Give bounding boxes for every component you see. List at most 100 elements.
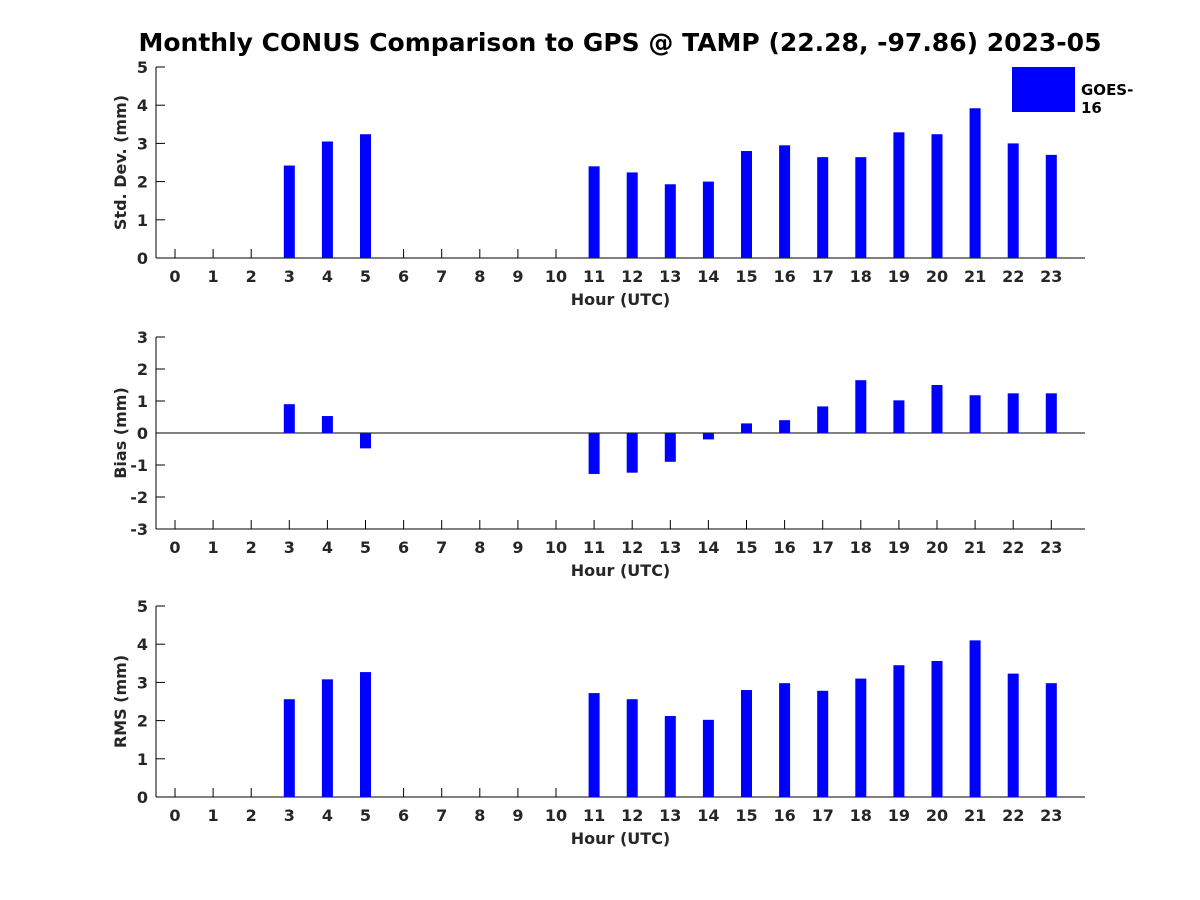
bar bbox=[817, 406, 829, 433]
y-tick-label: 1 bbox=[137, 392, 148, 411]
bar bbox=[1007, 393, 1019, 433]
x-tick-label: 9 bbox=[512, 538, 523, 557]
x-tick-label: 2 bbox=[246, 806, 257, 825]
x-tick-label: 22 bbox=[1002, 806, 1024, 825]
x-tick-label: 18 bbox=[850, 806, 872, 825]
bar bbox=[321, 679, 333, 797]
y-tick-label: 2 bbox=[137, 173, 148, 192]
y-tick-label: 0 bbox=[137, 424, 148, 443]
x-tick-label: 13 bbox=[659, 267, 681, 286]
x-tick-label: 4 bbox=[322, 267, 333, 286]
bar bbox=[779, 683, 791, 797]
x-tick-label: 11 bbox=[583, 267, 605, 286]
x-tick-label: 7 bbox=[436, 806, 447, 825]
y-tick-label: 4 bbox=[137, 635, 148, 654]
x-tick-label: 5 bbox=[360, 538, 371, 557]
x-tick-label: 1 bbox=[208, 267, 219, 286]
x-tick-label: 6 bbox=[398, 538, 409, 557]
bar bbox=[360, 433, 371, 449]
x-tick-label: 10 bbox=[545, 267, 567, 286]
y-tick-label: 4 bbox=[137, 96, 148, 115]
x-tick-label: 3 bbox=[284, 538, 295, 557]
bar bbox=[1007, 143, 1019, 258]
bar bbox=[931, 661, 943, 797]
bar bbox=[779, 145, 791, 258]
y-axis-label: Std. Dev. (mm) bbox=[111, 95, 130, 230]
x-axis-label: Hour (UTC) bbox=[571, 290, 671, 309]
y-tick-label: 3 bbox=[137, 673, 148, 692]
y-tick-label: 1 bbox=[137, 211, 148, 230]
x-tick-label: 23 bbox=[1040, 267, 1062, 286]
x-tick-label: 1 bbox=[208, 806, 219, 825]
x-tick-label: 1 bbox=[208, 538, 219, 557]
bar bbox=[1045, 393, 1057, 433]
y-tick-label: 0 bbox=[137, 249, 148, 268]
x-tick-label: 6 bbox=[398, 806, 409, 825]
x-tick-label: 10 bbox=[545, 538, 567, 557]
x-tick-label: 8 bbox=[474, 806, 485, 825]
legend-label: GOES-16 bbox=[1081, 81, 1134, 117]
y-tick-label: 5 bbox=[137, 58, 148, 77]
x-tick-label: 0 bbox=[169, 267, 180, 286]
bar bbox=[1045, 154, 1057, 258]
chart-title: Monthly CONUS Comparison to GPS @ TAMP (… bbox=[138, 28, 1102, 57]
x-tick-label: 9 bbox=[512, 267, 523, 286]
y-tick-label: 1 bbox=[137, 750, 148, 769]
y-axis-label: RMS (mm) bbox=[111, 655, 130, 748]
bar bbox=[741, 151, 752, 258]
x-tick-label: 12 bbox=[621, 267, 643, 286]
y-tick-label: -2 bbox=[130, 488, 148, 507]
x-tick-label: 2 bbox=[246, 538, 257, 557]
x-tick-label: 20 bbox=[926, 538, 948, 557]
bar bbox=[893, 400, 905, 433]
y-tick-label: -1 bbox=[130, 456, 148, 475]
bar bbox=[321, 416, 333, 433]
x-tick-label: 20 bbox=[926, 806, 948, 825]
bar bbox=[283, 165, 295, 258]
bar bbox=[664, 716, 676, 797]
x-tick-label: 12 bbox=[621, 806, 643, 825]
bar bbox=[741, 423, 752, 433]
bar bbox=[855, 157, 867, 258]
x-tick-label: 23 bbox=[1040, 538, 1062, 557]
bar bbox=[626, 433, 638, 473]
bar bbox=[664, 184, 676, 258]
x-tick-label: 16 bbox=[773, 538, 795, 557]
x-tick-label: 18 bbox=[850, 538, 872, 557]
x-tick-label: 4 bbox=[322, 806, 333, 825]
x-tick-label: 13 bbox=[659, 806, 681, 825]
bar bbox=[626, 699, 638, 797]
bar bbox=[588, 433, 600, 474]
x-tick-label: 13 bbox=[659, 538, 681, 557]
x-tick-label: 22 bbox=[1002, 267, 1024, 286]
x-tick-label: 0 bbox=[169, 538, 180, 557]
x-tick-label: 23 bbox=[1040, 806, 1062, 825]
bar bbox=[779, 420, 791, 433]
bar bbox=[969, 640, 981, 797]
x-tick-label: 7 bbox=[436, 267, 447, 286]
bar bbox=[702, 181, 714, 258]
x-tick-label: 8 bbox=[474, 538, 485, 557]
bar bbox=[855, 380, 867, 433]
x-tick-label: 16 bbox=[773, 806, 795, 825]
y-tick-label: -3 bbox=[130, 520, 148, 539]
bar bbox=[817, 690, 829, 797]
bar bbox=[855, 678, 867, 797]
x-tick-label: 17 bbox=[812, 267, 834, 286]
x-tick-label: 19 bbox=[888, 538, 910, 557]
bar bbox=[360, 672, 371, 797]
x-tick-label: 21 bbox=[964, 806, 986, 825]
bar bbox=[702, 719, 714, 797]
x-tick-label: 15 bbox=[735, 538, 757, 557]
x-tick-label: 17 bbox=[812, 538, 834, 557]
x-tick-label: 3 bbox=[284, 806, 295, 825]
y-tick-label: 2 bbox=[137, 360, 148, 379]
x-tick-label: 21 bbox=[964, 538, 986, 557]
bar bbox=[588, 693, 600, 797]
x-tick-label: 11 bbox=[583, 538, 605, 557]
x-tick-label: 14 bbox=[697, 806, 719, 825]
x-tick-label: 11 bbox=[583, 806, 605, 825]
